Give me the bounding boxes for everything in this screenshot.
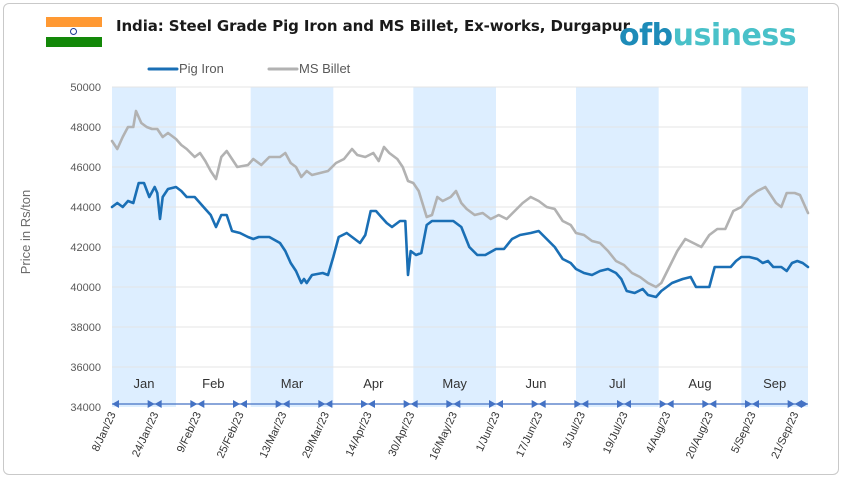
month-labels: Jan Feb Mar Apr May Jun Jul Aug Sep <box>134 376 787 391</box>
month-label-feb: Feb <box>202 376 224 391</box>
axis-arrow-head <box>787 400 795 408</box>
x-tick-label: 1/Jun/23 <box>474 410 503 453</box>
y-tick-label: 38000 <box>70 322 101 334</box>
legend-label-ms-billet: MS Billet <box>299 61 351 76</box>
x-tick-label: 16/May/23 <box>427 410 460 462</box>
axis-arrow-head <box>190 400 198 408</box>
axis-arrow-head <box>581 400 589 408</box>
y-tick-label: 48000 <box>70 122 101 134</box>
flag-band-green <box>46 37 102 47</box>
axis-arrow-head <box>275 400 283 408</box>
y-tick-label: 40000 <box>70 282 101 294</box>
axis-arrow-head <box>489 400 496 408</box>
month-label-apr: Apr <box>363 376 384 391</box>
axis-arrow-head <box>496 400 503 408</box>
chart-title: India: Steel Grade Pig Iron and MS Bille… <box>116 17 630 35</box>
y-tick-label: 44000 <box>70 202 101 214</box>
gridlines <box>112 86 808 368</box>
y-tick-label: 34000 <box>70 402 101 414</box>
x-tick-label: 5/Sep/23 <box>729 410 758 455</box>
month-label-jan: Jan <box>134 376 155 391</box>
axis-arrow-head <box>801 400 808 408</box>
axis-arrow-head <box>410 400 418 408</box>
axis-arrow-head <box>233 400 240 408</box>
axis-arrow-head <box>617 400 624 408</box>
axis-arrow-head <box>666 400 674 408</box>
axis-arrow-head <box>240 400 247 408</box>
axis-arrow-head <box>318 400 326 408</box>
x-tick-label: 29/Mar/23 <box>300 410 332 460</box>
axis-arrow-head <box>574 400 582 408</box>
x-axis <box>112 400 808 408</box>
axis-arrow-head <box>745 400 752 408</box>
x-tick-label: 21/Sep/23 <box>769 410 801 461</box>
axis-arrow-head <box>538 400 546 408</box>
axis-arrow-head <box>325 400 333 408</box>
y-tick-label: 42000 <box>70 242 101 254</box>
axis-arrow-head <box>368 400 375 408</box>
flag-band-saffron <box>46 17 102 27</box>
y-tick-label: 36000 <box>70 362 101 374</box>
x-tick-label: 17/Jun/23 <box>514 410 545 459</box>
axis-arrow-head <box>197 400 205 408</box>
month-label-jul: Jul <box>609 376 626 391</box>
axis-arrow-head <box>659 400 667 408</box>
x-tick-label: 13/Mar/23 <box>258 410 290 460</box>
x-tick-label: 20/Aug/23 <box>684 410 716 461</box>
month-label-may: May <box>442 376 467 391</box>
axis-arrow-head <box>794 400 802 408</box>
series-line-ms-billet <box>110 109 810 289</box>
axis-arrow-head <box>624 400 631 408</box>
series-lines <box>110 109 810 299</box>
x-tick-label: 30/Apr/23 <box>386 410 417 458</box>
axis-arrow-head <box>361 400 368 408</box>
x-tick-label: 14/Apr/23 <box>344 410 375 458</box>
month-label-aug: Aug <box>688 376 711 391</box>
y-tick-label: 46000 <box>70 162 101 174</box>
axis-arrow-head <box>403 400 411 408</box>
flag-band-white <box>46 27 102 37</box>
month-label-mar: Mar <box>281 376 304 391</box>
ofbusiness-logo: ofbusiness <box>619 18 797 53</box>
y-axis-ticks: 34000 36000 38000 40000 42000 44000 46000 48000… <box>70 82 101 414</box>
y-axis-label: Price in Rs/ton <box>18 190 33 275</box>
x-tick-label: 9/Feb/23 <box>175 410 204 454</box>
month-label-jun: Jun <box>526 376 547 391</box>
month-label-sep: Sep <box>763 376 786 391</box>
logo-part-usiness: usiness <box>672 18 797 53</box>
axis-arrow-head <box>709 400 717 408</box>
axis-arrow-head <box>154 400 162 408</box>
x-tick-label: 25/Feb/23 <box>215 410 247 460</box>
legend: Pig Iron MS Billet <box>147 61 351 76</box>
axis-arrow-head <box>446 400 454 408</box>
ashoka-chakra-icon <box>70 28 77 35</box>
x-tick-label: 4/Aug/23 <box>644 410 673 455</box>
legend-label-pig-iron: Pig Iron <box>179 61 224 76</box>
x-tick-label: 8/Jan/23 <box>90 410 119 453</box>
axis-arrow-head <box>702 400 710 408</box>
axis-arrow-head <box>453 400 461 408</box>
y-tick-label: 50000 <box>70 82 101 94</box>
axis-arrow-head <box>752 400 759 408</box>
axis-arrow-head <box>147 400 155 408</box>
axis-arrow-head <box>282 400 290 408</box>
logo-part-of: of <box>619 18 652 53</box>
x-axis-ticks: 8/Jan/23 24/Jan/23 9/Feb/23 25/Feb/23 13/Mar… <box>90 410 801 462</box>
series-line-pig-iron <box>110 181 810 299</box>
india-flag-icon <box>46 17 102 47</box>
axis-arrow-head <box>531 400 539 408</box>
x-tick-label: 19/Jul/23 <box>601 410 631 456</box>
logo-part-b: b <box>651 18 673 53</box>
x-tick-label: 3/Jul/23 <box>561 410 588 450</box>
axis-arrow-head <box>112 400 119 408</box>
x-tick-label: 24/Jan/23 <box>130 410 161 459</box>
